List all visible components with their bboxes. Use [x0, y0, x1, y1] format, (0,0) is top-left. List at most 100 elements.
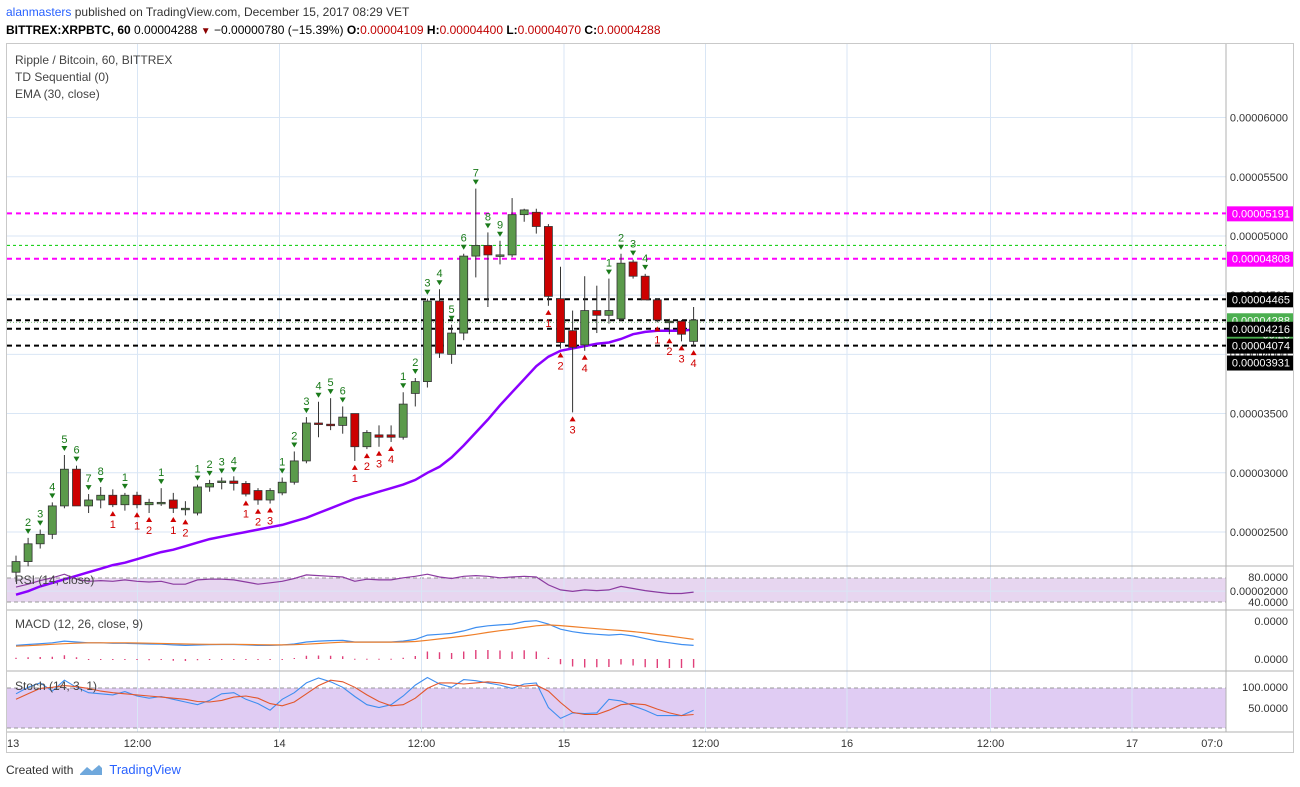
td-sell-marker: [630, 250, 637, 256]
macd-histogram-bar: [426, 651, 429, 659]
td-sell-marker: [291, 442, 298, 448]
price-tag-label: 0.00004074: [1232, 341, 1290, 353]
candle-body: [531, 211, 541, 227]
indicator-band: [7, 578, 1226, 602]
close-value: 0.00004288: [597, 23, 661, 37]
td-sell-label: 2: [291, 430, 297, 442]
macd-histogram-bar: [366, 658, 368, 660]
td-sell-label: 1: [606, 258, 612, 270]
stoch-axis-label: 100.0000: [1242, 682, 1288, 694]
candle: [592, 285, 602, 334]
published-text: published on TradingView.com, December 1…: [74, 5, 410, 19]
candle-body: [519, 209, 529, 216]
candle: [471, 188, 481, 278]
macd-histogram-bar: [317, 655, 320, 659]
candle: [495, 240, 505, 265]
td-buy-label: 4: [582, 363, 588, 375]
td-buy-marker: [255, 508, 261, 514]
price-change: −0.00000780 (−15.39%): [214, 23, 344, 37]
td-sell-marker: [97, 477, 104, 483]
td-sell-marker: [230, 467, 237, 473]
time-axis-label: 07:0: [1201, 738, 1222, 750]
candle: [507, 198, 517, 258]
candle-body: [144, 501, 154, 506]
ema-line: [15, 328, 694, 596]
macd-histogram-bar: [644, 659, 646, 668]
macd-histogram-bar: [499, 650, 501, 659]
close-label: C:: [584, 23, 598, 37]
stoch-d-line: [15, 679, 694, 717]
candle: [362, 430, 372, 450]
candle: [616, 253, 626, 322]
td-buy-marker: [109, 511, 116, 517]
td-sell-label: 3: [303, 396, 309, 408]
td-sell-marker: [85, 485, 92, 491]
td-sell-marker: [61, 446, 68, 451]
macd-histogram-bar: [148, 659, 150, 661]
td-buy-label: 2: [182, 527, 188, 539]
td-buy-marker: [267, 507, 274, 513]
candle-body: [241, 483, 251, 495]
macd-histogram-bar: [608, 659, 610, 667]
macd-histogram-bar: [596, 659, 598, 668]
td-sell-label: 3: [424, 278, 430, 290]
td-buy-marker: [242, 500, 249, 506]
rsi-axis-label: 40.0000: [1248, 597, 1288, 609]
td-sell-marker: [472, 179, 479, 185]
candle: [11, 555, 21, 582]
time-axis-label: 15: [558, 738, 570, 750]
candle: [144, 498, 154, 514]
macd-histogram-bar: [511, 651, 513, 659]
candle-body: [689, 319, 698, 342]
td-sell-label: 1: [279, 456, 285, 468]
candle: [677, 320, 686, 342]
macd-histogram-bar: [221, 659, 223, 660]
candle: [338, 406, 348, 434]
candle: [241, 481, 251, 497]
td-sell-label: 2: [618, 233, 624, 245]
author-link[interactable]: alanmasters: [6, 5, 72, 19]
td-sell-label: 3: [37, 509, 43, 521]
macd-histogram-bar: [27, 657, 29, 659]
macd-histogram-bar: [281, 659, 283, 660]
candle: [72, 465, 81, 507]
candle: [289, 451, 299, 485]
td-buy-label: 1: [170, 525, 176, 537]
td-sell-marker: [303, 408, 310, 414]
candle: [229, 476, 239, 491]
td-buy-label: 2: [364, 461, 370, 473]
candle: [422, 298, 432, 388]
candle-body: [193, 486, 202, 514]
macd-histogram-bar: [245, 659, 247, 660]
td-sell-marker: [448, 315, 455, 321]
td-sell-label: 4: [315, 381, 321, 393]
td-sell-marker: [49, 493, 56, 499]
td-buy-marker: [654, 326, 661, 332]
candle-body: [60, 468, 69, 507]
td-buy-label: 4: [691, 358, 697, 370]
macd-histogram-bar: [559, 659, 562, 665]
candle-body: [47, 505, 57, 535]
td-sell-marker: [400, 383, 407, 389]
low-value: 0.00004070: [517, 23, 582, 37]
candle-body: [229, 480, 239, 484]
td-buy-label: 3: [570, 424, 576, 436]
candle-body: [180, 507, 190, 511]
candle-body: [277, 481, 287, 494]
td-buy-label: 4: [388, 454, 394, 466]
td-sell-label: 3: [630, 239, 636, 251]
macd-histogram-bar: [305, 655, 308, 659]
candle-body: [350, 413, 360, 448]
td-sell-marker: [484, 223, 491, 229]
candle: [253, 488, 263, 505]
candle: [665, 318, 674, 335]
price-axis-label: 0.00002500: [1230, 527, 1288, 539]
candle: [435, 289, 444, 358]
time-axis-label: 12:00: [124, 738, 152, 750]
tradingview-link[interactable]: TradingView: [109, 762, 181, 777]
macd-histogram-bar: [160, 659, 162, 660]
macd-axis-label: 0.0000: [1254, 654, 1288, 666]
td-sell-marker: [339, 397, 346, 403]
